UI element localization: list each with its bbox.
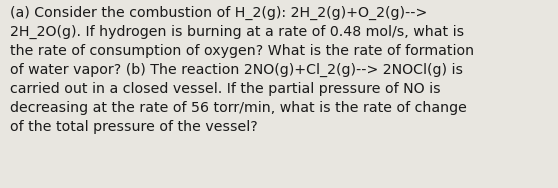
Text: (a) Consider the combustion of H_2(g): 2H_2(g)+O_2(g)-->
2H_2O(g). If hydrogen i: (a) Consider the combustion of H_2(g): 2… (10, 6, 474, 134)
